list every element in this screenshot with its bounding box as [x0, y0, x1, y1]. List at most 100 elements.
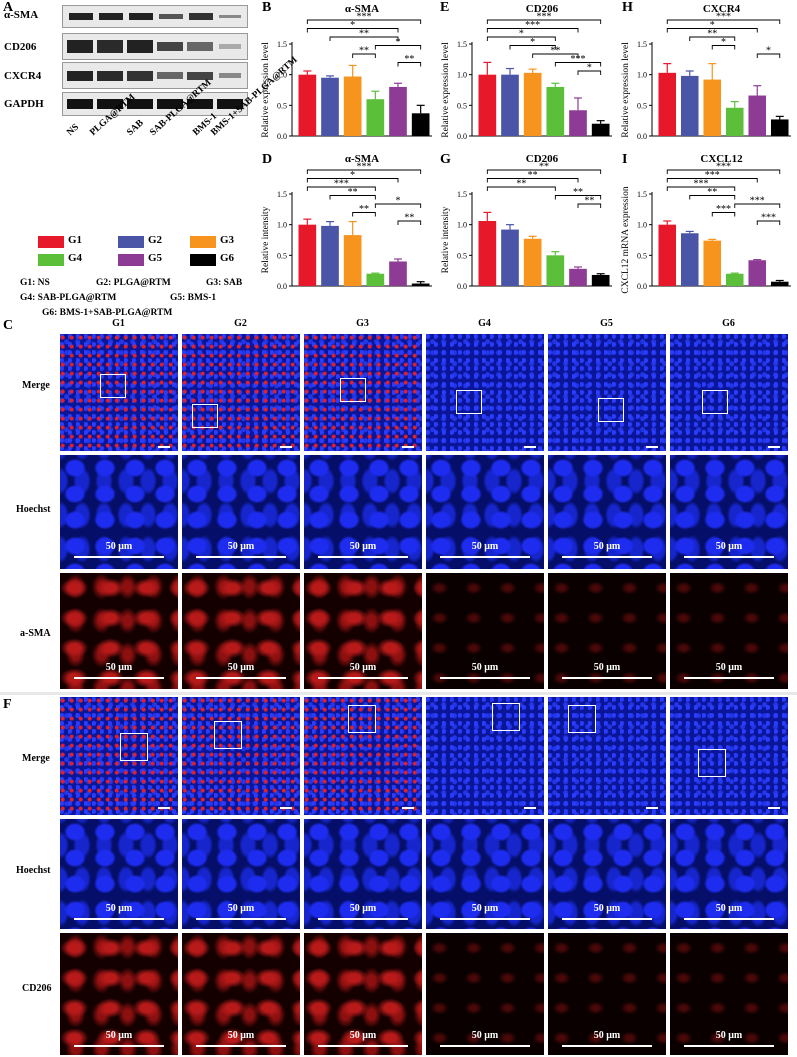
row-label: a-SMA	[20, 628, 51, 639]
y-tick-label: 1.0	[637, 221, 647, 230]
column-header: G1	[112, 318, 125, 329]
bar	[343, 76, 362, 136]
bar	[343, 235, 362, 286]
y-tick-label: 0.0	[457, 282, 467, 291]
bar	[366, 273, 385, 286]
significance-label: ***	[334, 179, 349, 190]
significance-bracket	[734, 203, 781, 208]
legend-label: G1	[68, 234, 83, 246]
hoechst-image: 50 μm	[426, 455, 544, 569]
significance-label: ***	[694, 179, 709, 190]
hoechst-image: 50 μm	[670, 819, 788, 929]
y-tick-label: 1.0	[457, 71, 467, 80]
chart-title: α-SMA	[345, 3, 379, 15]
asma-image: 50 μm	[182, 573, 300, 689]
bar	[725, 273, 744, 286]
scale-bar-label: 50 μm	[715, 1030, 743, 1041]
significance-bracket	[756, 220, 781, 225]
significance-label: *	[530, 37, 535, 48]
group-definition: G1: NS	[20, 278, 50, 288]
bar	[411, 113, 430, 136]
significance-label: *	[396, 37, 401, 48]
scale-bar	[74, 1045, 164, 1047]
cd206-image: 50 μm	[548, 933, 666, 1055]
hoechst-image: 50 μm	[182, 455, 300, 569]
y-tick-label: 1.5	[457, 40, 467, 49]
bar	[501, 229, 519, 286]
significance-bracket	[397, 220, 422, 225]
zoom-box	[120, 733, 148, 761]
chart-h: CXCR4 Relative expression level 0.0 0.5 1.0 1…	[618, 0, 797, 155]
merge-image	[670, 697, 788, 815]
scale-bar	[74, 556, 164, 558]
chart-title: CD206	[526, 3, 559, 15]
significance-bracket	[554, 195, 602, 200]
zoom-box	[348, 705, 376, 733]
bar	[298, 74, 317, 136]
group-legend: G1 G2 G3 G4 G5 G6 G1: NS G2: PLGA@RTM G3…	[0, 230, 260, 320]
y-axis-label: Relative expression level	[261, 42, 271, 138]
y-tick-label: 1.0	[637, 71, 647, 80]
scale-bar-label: 50 μm	[227, 662, 255, 673]
scale-bar	[646, 807, 658, 809]
bar	[321, 225, 339, 286]
scale-bar	[562, 677, 652, 679]
significance-label: ***	[716, 204, 731, 215]
merge-image	[426, 697, 544, 815]
asma-image: 50 μm	[304, 573, 422, 689]
scale-bar-label: 50 μm	[471, 541, 499, 552]
significance-bracket	[756, 53, 781, 58]
merge-image	[182, 334, 300, 451]
scale-bar-label: 50 μm	[715, 541, 743, 552]
scale-bar-label: 50 μm	[715, 903, 743, 914]
zoom-box	[456, 390, 482, 414]
wb-label: GAPDH	[4, 98, 44, 110]
zoom-box	[702, 390, 728, 414]
bar	[703, 79, 722, 136]
panel-letter-d: D	[262, 152, 273, 167]
legend-swatch	[190, 254, 216, 266]
significance-label: **	[539, 162, 549, 173]
y-tick-label: 0.5	[637, 251, 647, 260]
significance-label: **	[359, 46, 369, 57]
hoechst-image: 50 μm	[548, 819, 666, 929]
bar	[569, 268, 587, 286]
significance-bracket	[486, 169, 602, 174]
bar	[569, 110, 587, 136]
scale-bar-label: 50 μm	[715, 662, 743, 673]
zoom-box	[568, 705, 596, 733]
y-axis-label: CXCL12 mRNA expression	[621, 186, 631, 293]
significance-label: *	[350, 20, 355, 31]
column-header: G4	[478, 318, 491, 329]
scale-bar	[196, 918, 286, 920]
hoechst-image: 50 μm	[548, 455, 666, 569]
group-definition: G6: BMS-1+SAB-PLGA@RTM	[42, 308, 173, 318]
bar	[411, 283, 430, 286]
panel-letter-a: A	[3, 0, 14, 15]
blot-bands	[69, 13, 241, 20]
hoechst-image: 50 μm	[60, 455, 178, 569]
column-header: G5	[600, 318, 613, 329]
y-tick-label: 0.5	[277, 251, 287, 260]
row-label: Merge	[22, 753, 50, 764]
legend-swatch	[38, 254, 64, 266]
merge-image	[182, 697, 300, 815]
merge-image	[304, 334, 422, 451]
bar	[478, 220, 497, 286]
bar	[478, 74, 497, 136]
scale-bar-label: 50 μm	[105, 1030, 133, 1041]
panel-separator	[0, 692, 797, 695]
y-tick-label: 0.0	[637, 132, 647, 141]
bar	[546, 255, 565, 286]
hoechst-image: 50 μm	[670, 455, 788, 569]
significance-label: **	[528, 170, 538, 181]
scale-bar-label: 50 μm	[471, 903, 499, 914]
merge-image	[548, 697, 666, 815]
scale-bar	[74, 918, 164, 920]
y-axis-label: Relative intensity	[261, 206, 271, 273]
column-header: G6	[722, 318, 735, 329]
significance-label: **	[404, 54, 414, 65]
scale-bar	[280, 446, 292, 448]
cd206-image: 50 μm	[426, 933, 544, 1055]
